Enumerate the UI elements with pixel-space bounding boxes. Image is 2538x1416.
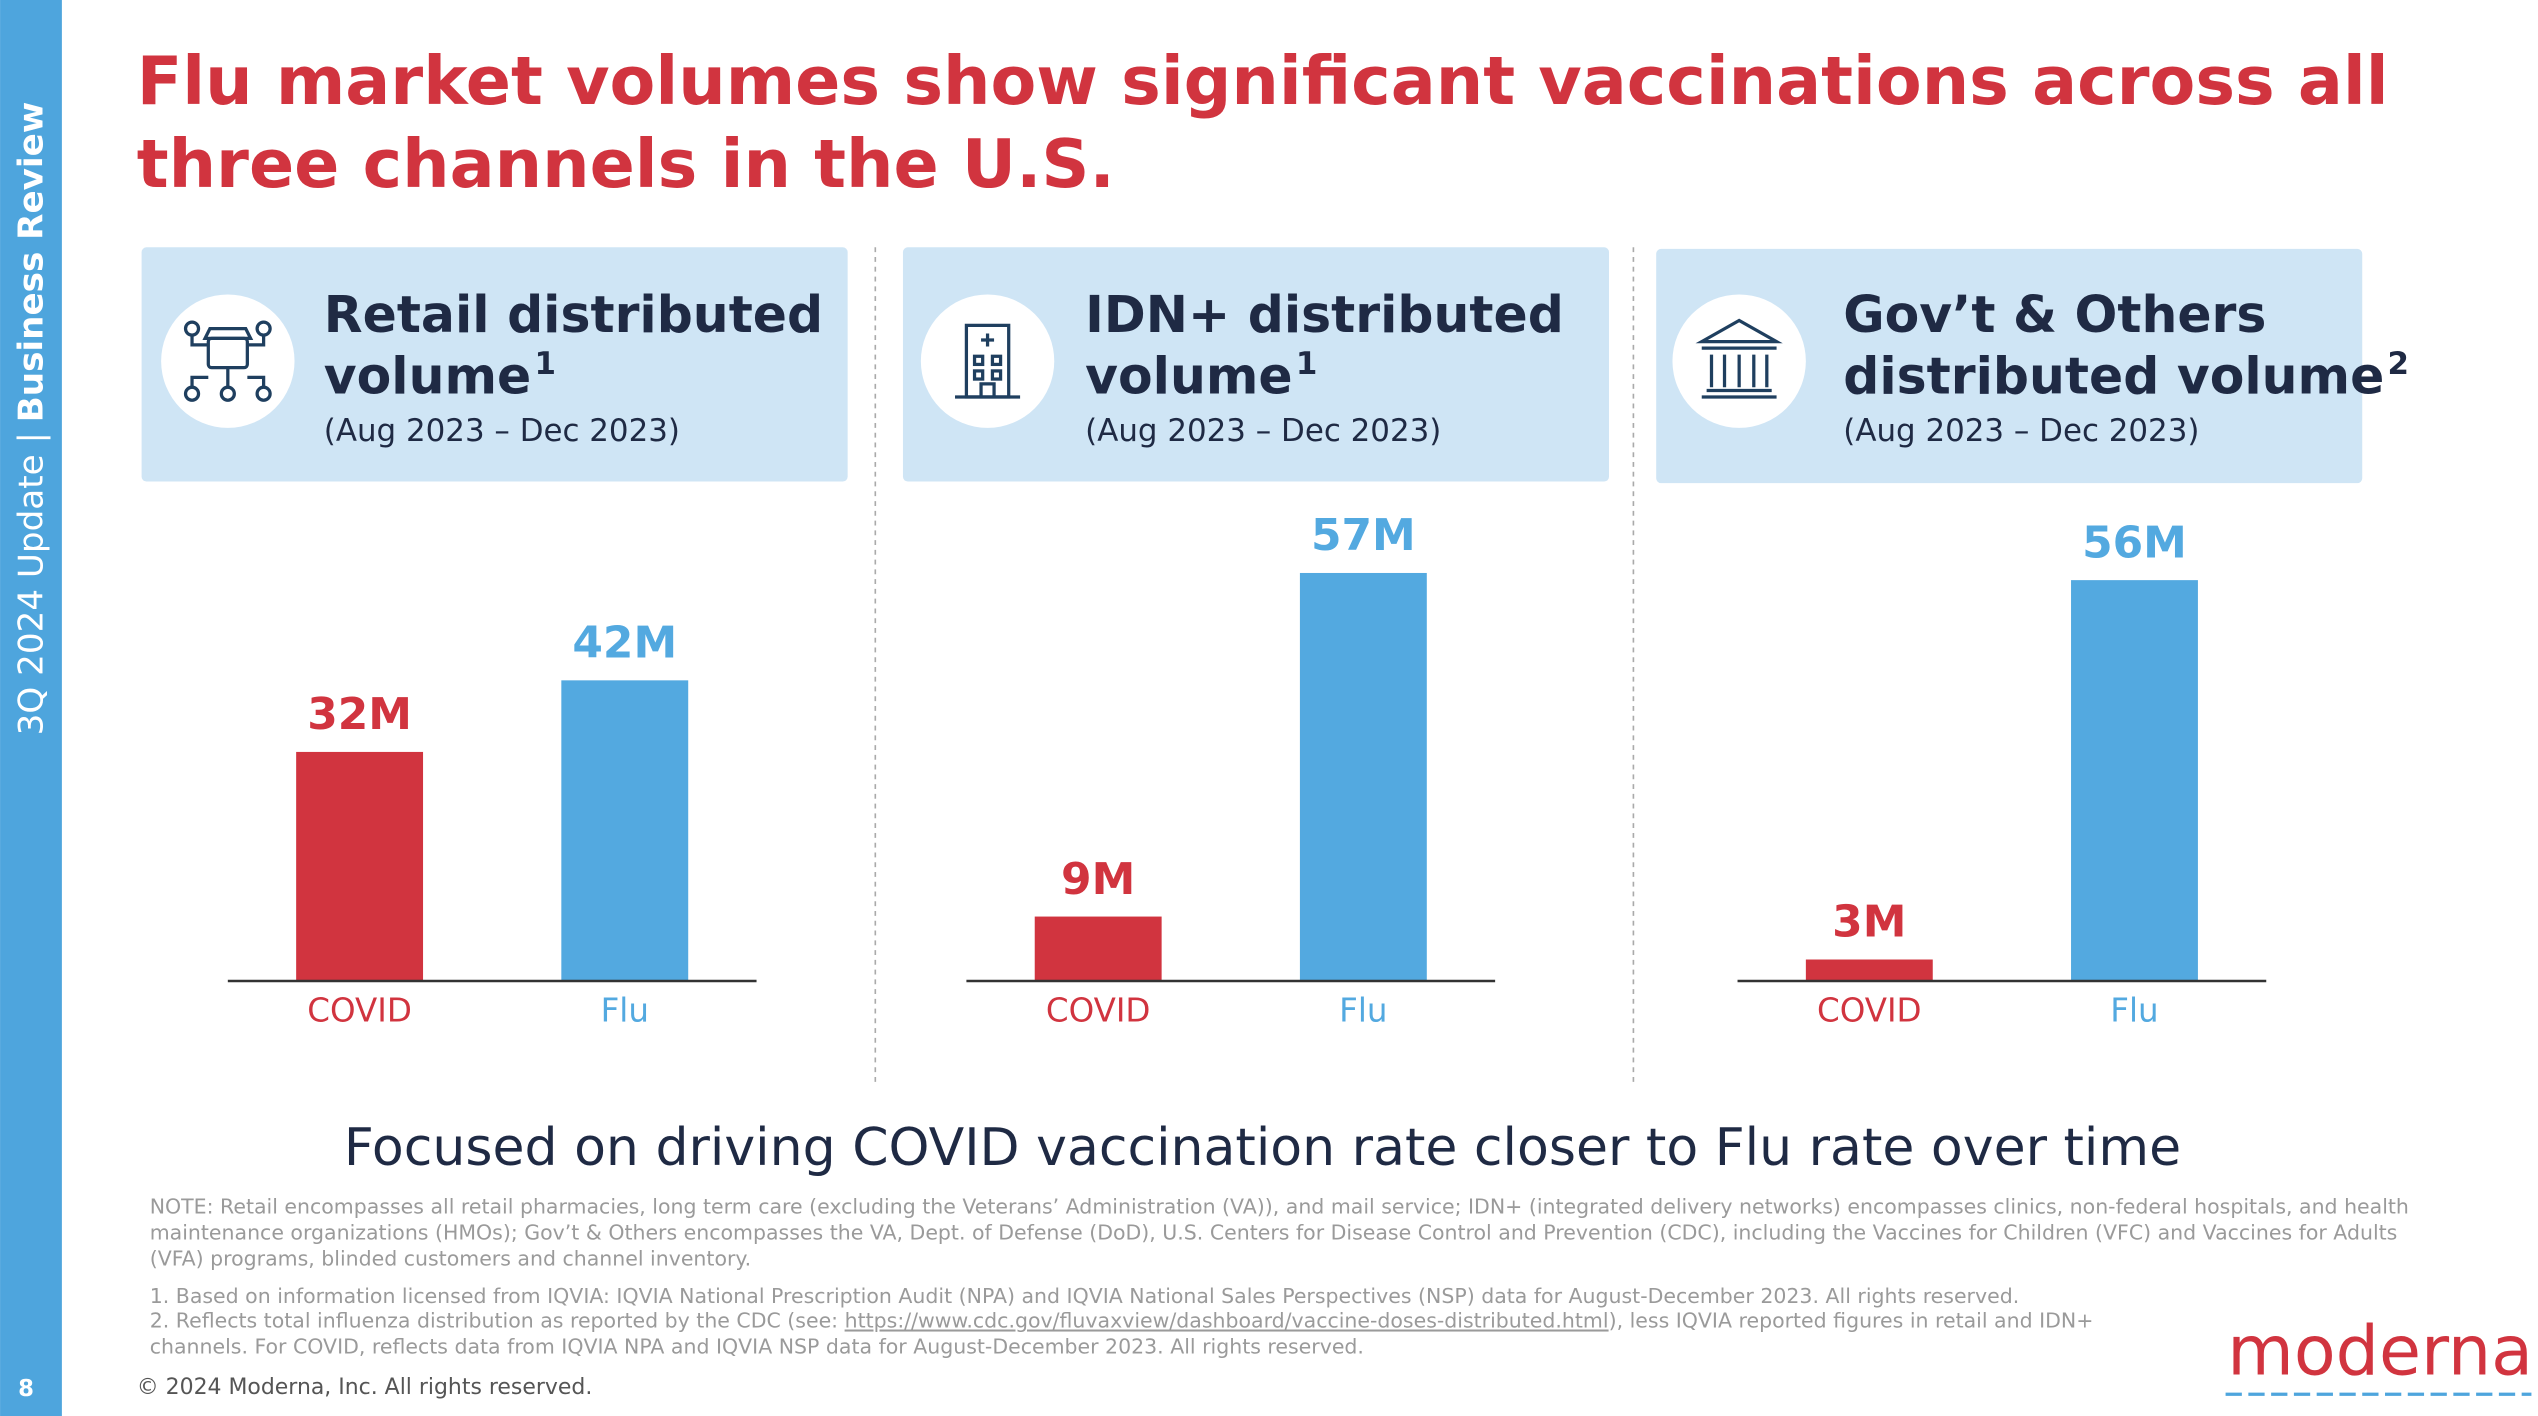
category-label: COVID [307, 992, 412, 1030]
chart-title-line: distributed volume [1843, 347, 2384, 406]
chart-subtitle: (Aug 2023 – Dec 2023) [1085, 413, 1441, 449]
chart-title: volume 1 [324, 346, 556, 406]
footnote: channels. For COVID, reflects data from … [150, 1335, 1364, 1359]
footnote: 1. Based on information licensed from IQ… [150, 1284, 2020, 1308]
header-panel [141, 247, 848, 482]
footnote-text: 2. Reflects total influenza distribution… [150, 1309, 845, 1333]
slide-title: Flu market volumes show significant vacc… [137, 42, 2389, 120]
sidebar-section: Business Review [11, 102, 51, 423]
header-panel [902, 247, 1610, 482]
chart-subtitle: (Aug 2023 – Dec 2023) [324, 413, 680, 449]
header-panel [1656, 248, 2363, 484]
bar [561, 680, 689, 981]
value-label: 56M [2082, 517, 2187, 568]
sidebar [0, 0, 62, 1416]
value-label: 57M [1311, 510, 1416, 561]
chart-title: volume 1 [1085, 346, 1317, 406]
takeaway: Focused on driving COVID vaccination rat… [344, 1118, 2181, 1178]
chart-title-line: volume [324, 347, 531, 406]
footnote-ref: 1 [1296, 346, 1318, 382]
chart-title: distributed volume 2 [1843, 346, 2409, 406]
category-label: COVID [1817, 992, 1922, 1030]
copyright: © 2024 Moderna, Inc. All rights reserved… [137, 1375, 593, 1400]
retail-icon [161, 294, 295, 428]
bar [1299, 572, 1427, 981]
value-label: 9M [1061, 854, 1135, 905]
note-line: NOTE: Retail encompasses all retail phar… [150, 1195, 2409, 1219]
slide-title: three channels in the U.S. [137, 125, 1115, 203]
bar [1805, 959, 1933, 981]
note-line: (VFA) programs, blinded customers and ch… [150, 1247, 751, 1271]
chart-subtitle: (Aug 2023 – Dec 2023) [1843, 413, 2199, 449]
category-label: Flu [2110, 992, 2158, 1030]
chart-title: IDN+ distributed [1085, 285, 1564, 344]
government-icon [1672, 294, 1806, 428]
chart-title: Retail distributed [324, 285, 823, 344]
category-label: COVID [1046, 992, 1151, 1030]
value-label: 3M [1832, 897, 1906, 948]
chart-title: Gov’t & Others [1843, 285, 2266, 344]
footnote-ref: 1 [534, 346, 556, 382]
bar [2071, 580, 2198, 981]
bar [296, 751, 424, 981]
sidebar-text: 3Q 2024 Update | Business Review [11, 102, 51, 736]
page-number: 8 [18, 1376, 34, 1402]
category-label: Flu [601, 992, 649, 1030]
footnote: 2. Reflects total influenza distribution… [150, 1309, 2094, 1333]
logo: moderna [2227, 1313, 2533, 1392]
chart-title-line: volume [1085, 347, 1292, 406]
footnote-text: ), less IQVIA reported figures in retail… [1609, 1309, 2094, 1333]
footnote-link[interactable]: https://www.cdc.gov/fluvaxview/dashboard… [845, 1309, 1609, 1333]
footnote-ref: 2 [2388, 346, 2410, 382]
value-label: 42M [572, 618, 677, 669]
sidebar-period: 3Q 2024 Update | [11, 432, 51, 735]
category-label: Flu [1339, 992, 1387, 1030]
bar [1034, 916, 1162, 981]
hospital-icon [920, 294, 1055, 428]
value-label: 32M [307, 689, 412, 740]
note-line: maintenance organizations (HMOs); Gov’t … [150, 1221, 2398, 1245]
